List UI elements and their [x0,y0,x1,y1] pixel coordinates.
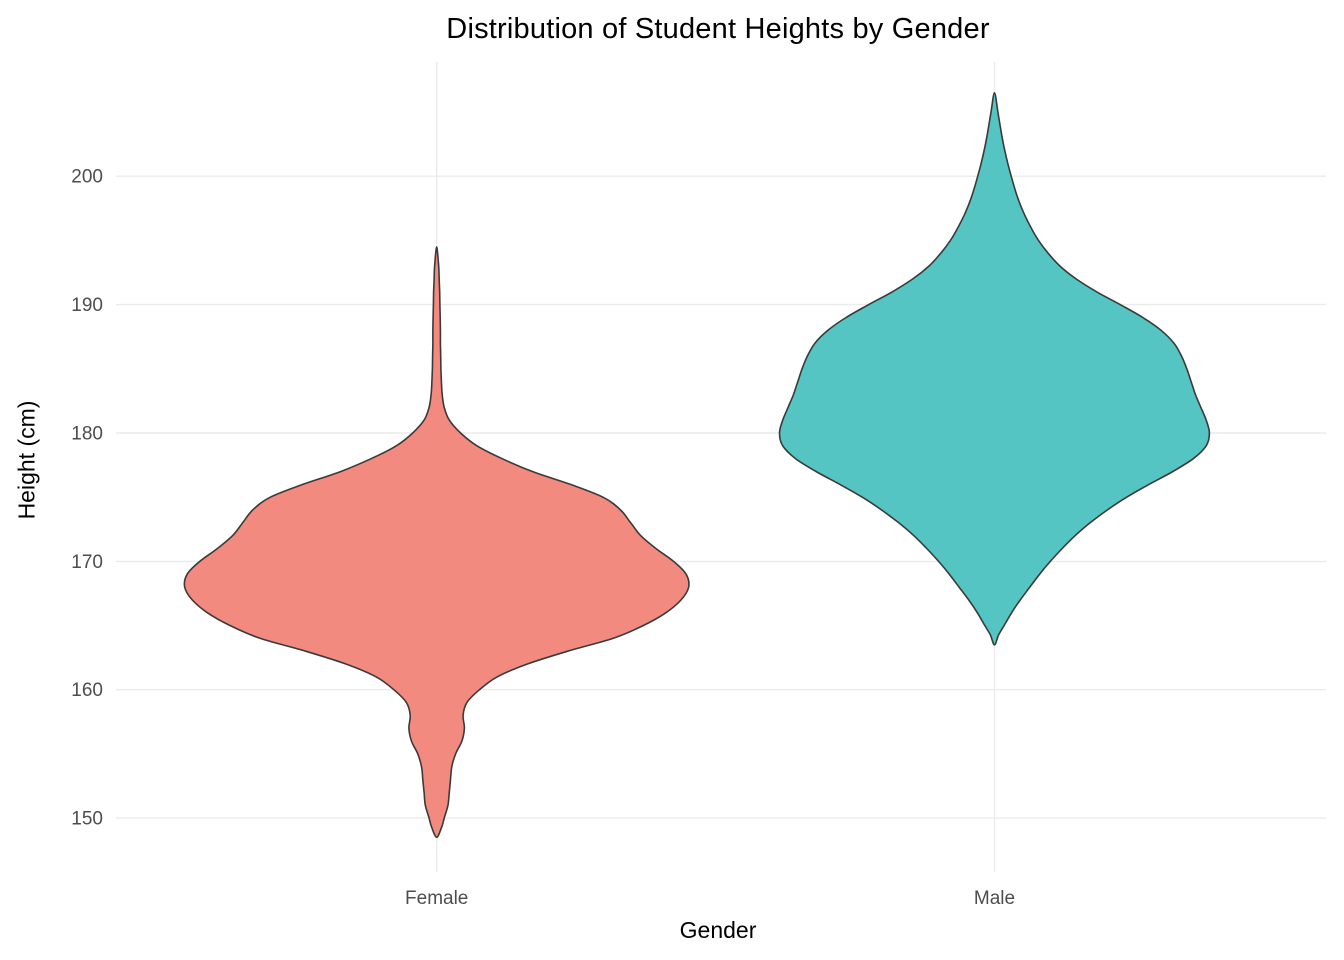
x-tick-label-male: Male [974,888,1015,909]
y-tick-label-150: 150 [71,809,103,830]
y-tick-label-190: 190 [71,295,103,316]
x-axis-title: Gender [679,917,757,943]
violin-female [183,246,690,839]
y-tick-label-200: 200 [71,167,103,188]
violin-male [778,92,1211,646]
y-tick-label-170: 170 [71,552,103,573]
x-tick-label-female: Female [405,888,468,909]
y-tick-label-180: 180 [71,424,103,445]
y-axis-title: Height (cm) [13,400,40,520]
y-tick-label-160: 160 [71,680,103,701]
chart-title: Distribution of Student Heights by Gende… [446,13,990,45]
